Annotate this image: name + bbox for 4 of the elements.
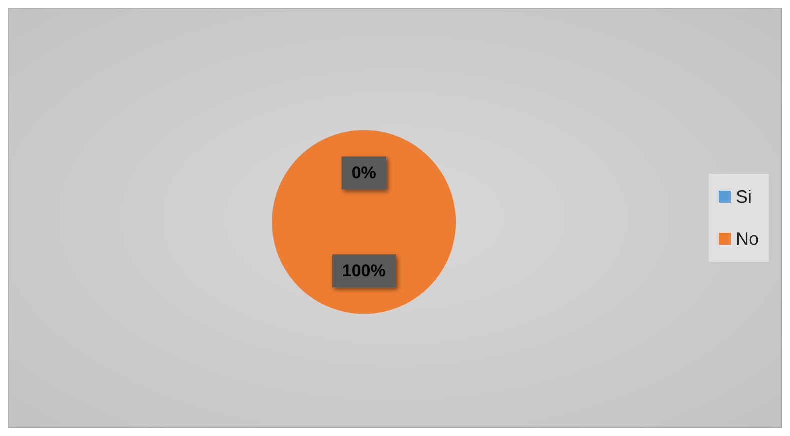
legend-label: Si (736, 187, 752, 207)
legend-label: No (736, 229, 760, 249)
data-label: 100% (342, 262, 386, 281)
text: 0% (352, 164, 376, 183)
